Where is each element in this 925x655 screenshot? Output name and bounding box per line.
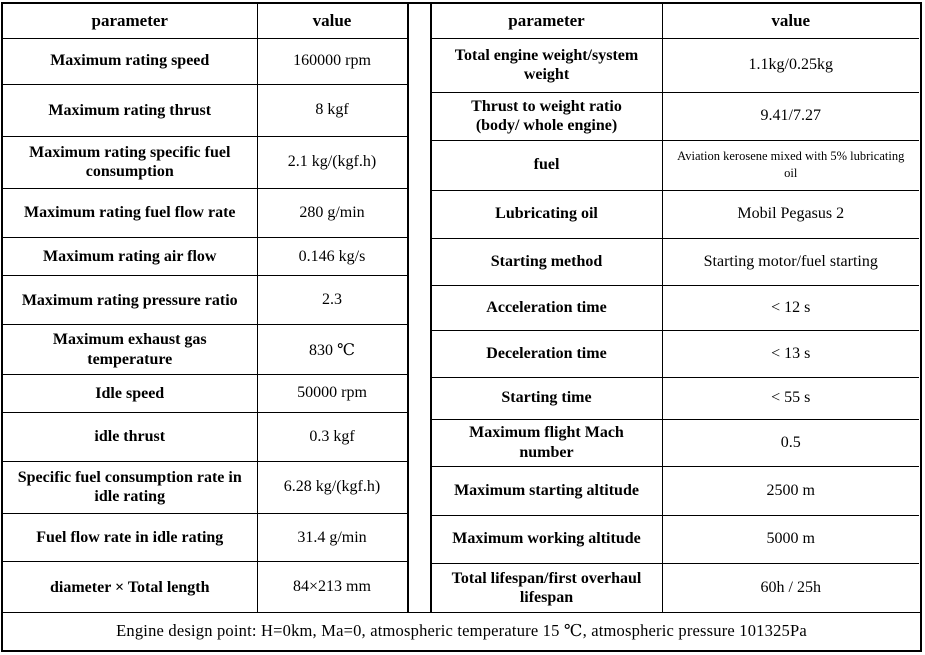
value-cell: Mobil Pegasus 2	[661, 189, 919, 239]
parameter-cell: diameter × Total length	[3, 561, 258, 612]
table-row: Maximum working altitude 5000 m	[431, 514, 919, 564]
table-row: Maximum rating specific fuel consumption…	[3, 135, 407, 190]
value-header: value	[256, 4, 407, 39]
parameter-cell: Idle speed	[3, 373, 258, 413]
table-row: Deceleration time < 13 s	[431, 329, 919, 378]
value-cell: Starting motor/fuel starting	[661, 237, 919, 286]
value-cell: 2500 m	[661, 465, 919, 516]
header-row: parameter value	[431, 4, 919, 39]
table-row: fuel Aviation kerosene mixed with 5% lub…	[431, 139, 919, 191]
parameter-cell: Fuel flow rate in idle rating	[3, 513, 258, 563]
design-point-note-text: Engine design point: H=0km, Ma=0, atmosp…	[116, 621, 807, 640]
table-row: Maximum rating thrust 8 kgf	[3, 83, 407, 137]
parameter-cell: Acceleration time	[431, 284, 663, 331]
value-header: value	[661, 4, 919, 39]
parameter-cell: Maximum rating speed	[3, 37, 258, 85]
value-cell: 0.146 kg/s	[256, 237, 407, 277]
value-cell: < 13 s	[661, 329, 919, 378]
value-cell: 1.1kg/0.25kg	[661, 37, 919, 93]
table-row: Acceleration time < 12 s	[431, 284, 919, 331]
parameter-header: parameter	[3, 4, 258, 39]
table-row: Maximum rating speed 160000 rpm	[3, 37, 407, 85]
table-row: Total lifespan/first overhaul lifespan 6…	[431, 562, 919, 613]
right-spec-table: parameter value Total engine weight/syst…	[430, 4, 919, 613]
table-row: Fuel flow rate in idle rating 31.4 g/min	[3, 513, 407, 563]
table-row: Total engine weight/system weight 1.1kg/…	[431, 37, 919, 93]
table-row: idle thrust 0.3 kgf	[3, 411, 407, 462]
parameter-cell: Maximum rating pressure ratio	[3, 275, 258, 326]
parameter-cell: Starting time	[431, 376, 663, 420]
value-cell: 9.41/7.27	[661, 91, 919, 141]
value-cell: 830 ℃	[256, 324, 407, 375]
table-row: Starting method Starting motor/fuel star…	[431, 237, 919, 286]
table-row: Maximum rating pressure ratio 2.3	[3, 275, 407, 326]
table-row: Maximum rating fuel flow rate 280 g/min	[3, 187, 407, 239]
table-gap-spacer	[407, 4, 431, 612]
value-cell: 2.1 kg/(kgf.h)	[256, 135, 407, 190]
parameter-cell: Maximum rating thrust	[3, 83, 258, 137]
parameter-cell: Maximum starting altitude	[431, 465, 663, 516]
tables-row: parameter value Maximum rating speed 160…	[3, 4, 920, 613]
value-cell: 31.4 g/min	[256, 513, 407, 563]
value-cell: 160000 rpm	[256, 37, 407, 85]
value-cell: 60h / 25h	[661, 562, 919, 613]
parameter-cell: idle thrust	[3, 411, 258, 462]
value-cell: Aviation kerosene mixed with 5% lubricat…	[661, 139, 919, 191]
parameter-cell: Total lifespan/first overhaul lifespan	[431, 562, 663, 613]
parameter-cell: Maximum working altitude	[431, 514, 663, 564]
value-cell: 0.5	[661, 418, 919, 467]
value-cell: 2.3	[256, 275, 407, 326]
table-row: Lubricating oil Mobil Pegasus 2	[431, 189, 919, 239]
parameter-cell: Deceleration time	[431, 329, 663, 378]
value-cell: < 55 s	[661, 376, 919, 420]
table-row: Maximum starting altitude 2500 m	[431, 465, 919, 516]
parameter-cell: Starting method	[431, 237, 663, 286]
parameter-cell: Maximum exhaust gas temperature	[3, 324, 258, 375]
parameter-cell: Maximum rating specific fuel consumption	[3, 135, 258, 190]
value-cell: 280 g/min	[256, 187, 407, 239]
value-cell: 50000 rpm	[256, 373, 407, 413]
table-row: Thrust to weight ratio (body/ whole engi…	[431, 91, 919, 141]
parameter-cell: Total engine weight/system weight	[431, 37, 663, 93]
value-cell: 8 kgf	[256, 83, 407, 137]
table-row: Specific fuel consumption rate in idle r…	[3, 460, 407, 515]
table-row: Idle speed 50000 rpm	[3, 373, 407, 413]
value-cell: 0.3 kgf	[256, 411, 407, 462]
parameter-cell: Lubricating oil	[431, 189, 663, 239]
table-row: Maximum exhaust gas temperature 830 ℃	[3, 324, 407, 375]
parameter-cell: Thrust to weight ratio (body/ whole engi…	[431, 91, 663, 141]
design-point-note: Engine design point: H=0km, Ma=0, atmosp…	[3, 612, 920, 649]
parameter-cell: Maximum flight Mach number	[431, 418, 663, 467]
table-row: Starting time < 55 s	[431, 376, 919, 420]
table-row: Maximum rating air flow 0.146 kg/s	[3, 237, 407, 277]
value-cell: 6.28 kg/(kgf.h)	[256, 460, 407, 515]
value-cell: 5000 m	[661, 514, 919, 564]
value-cell: < 12 s	[661, 284, 919, 331]
parameter-cell: Maximum rating air flow	[3, 237, 258, 277]
parameter-cell: Specific fuel consumption rate in idle r…	[3, 460, 258, 515]
header-row: parameter value	[3, 4, 407, 39]
parameter-cell: fuel	[431, 139, 663, 191]
table-row: Maximum flight Mach number 0.5	[431, 418, 919, 467]
left-spec-table: parameter value Maximum rating speed 160…	[3, 4, 408, 612]
table-row: diameter × Total length 84×213 mm	[3, 561, 407, 612]
value-cell: 84×213 mm	[256, 561, 407, 612]
parameter-cell: Maximum rating fuel flow rate	[3, 187, 258, 239]
parameter-header: parameter	[431, 4, 663, 39]
